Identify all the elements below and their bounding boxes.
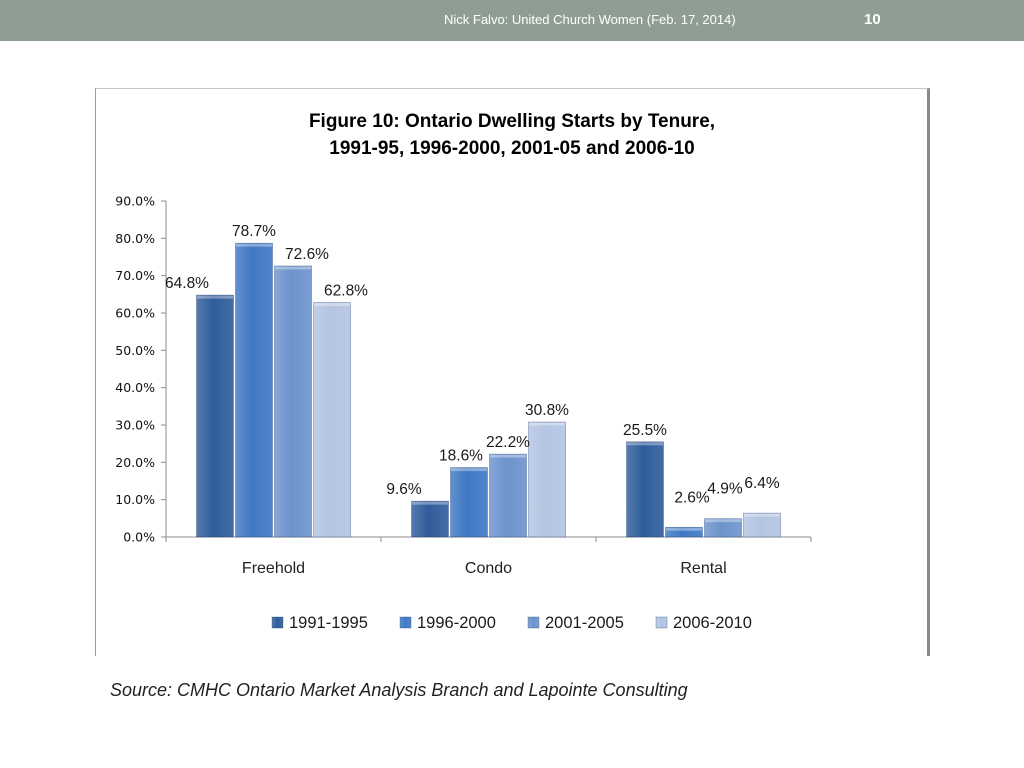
chart-title-line: Figure 10: Ontario Dwelling Starts by Te… — [309, 111, 715, 132]
data-label: 78.7% — [232, 223, 276, 240]
bar-highlight — [275, 266, 311, 270]
data-label: 64.8% — [165, 275, 209, 292]
bar-chart: Figure 10: Ontario Dwelling Starts by Te… — [115, 111, 812, 632]
bar-highlight — [529, 422, 565, 426]
bar-highlight — [627, 442, 663, 446]
legend-swatch — [527, 616, 540, 629]
y-tick-label: 30.0% — [115, 418, 155, 433]
data-label: 2.6% — [674, 489, 710, 506]
bar-highlight — [197, 295, 233, 299]
bar-highlight — [412, 501, 448, 505]
data-label: 6.4% — [744, 475, 780, 492]
source-note: Source: CMHC Ontario Market Analysis Bra… — [110, 680, 688, 700]
bar-highlight — [666, 527, 702, 531]
bar-highlight — [705, 519, 741, 523]
y-tick-label: 20.0% — [115, 455, 155, 470]
bar-highlight — [490, 454, 526, 458]
slide-number: 10 — [864, 11, 881, 28]
legend-label: 1991-1995 — [289, 614, 368, 632]
legend-swatch — [399, 616, 412, 629]
bar-2001-2005-Condo — [489, 453, 527, 538]
chart-title: Figure 10: Ontario Dwelling Starts by Te… — [309, 111, 715, 159]
bar-highlight — [744, 513, 780, 517]
y-tick-label: 90.0% — [115, 194, 155, 209]
data-label: 9.6% — [386, 481, 422, 498]
bar-2001-2005-Freehold — [274, 265, 312, 538]
data-label: 25.5% — [623, 422, 667, 439]
bar-2001-2005-Rental — [704, 518, 742, 538]
legend-label: 2006-2010 — [673, 614, 752, 632]
data-label: 18.6% — [439, 448, 483, 465]
bar-1996-2000-Freehold — [235, 242, 273, 538]
legend: 1991-1995 1996-2000 2001-2005 2006-2010 — [271, 614, 752, 632]
bar-highlight — [451, 468, 487, 472]
y-tick-label: 10.0% — [115, 492, 155, 507]
header-text: Nick Falvo: United Church Women (Feb. 17… — [444, 12, 736, 27]
y-axis: 0.0% 10.0% 20.0% 30.0% 40.0% 50.0% 60.0% 70.0% 8… — [115, 194, 812, 545]
chart-title-line: 1991-95, 1996-2000, 2001-05 and 2006-10 — [329, 138, 695, 159]
category-label: Condo — [465, 560, 512, 577]
legend-swatch — [271, 616, 284, 629]
bar-2006-2010-Rental — [743, 512, 781, 538]
data-label: 72.6% — [285, 246, 329, 263]
legend-swatch — [655, 616, 668, 629]
data-labels: 64.8% 78.7% 72.6% 62.8% 9.6% 18.6%22.2% 30.8% 2… — [165, 223, 780, 506]
legend-label: 2001-2005 — [545, 614, 624, 632]
bar-1991-1995-Rental — [626, 441, 664, 538]
bar-1996-2000-Condo — [450, 467, 488, 538]
bars — [196, 242, 781, 538]
bar-highlight — [236, 243, 272, 247]
category-axis: Freehold Condo Rental — [242, 560, 727, 577]
bar-2006-2010-Freehold — [313, 302, 351, 538]
data-label: 22.2% — [486, 434, 530, 451]
y-tick-label: 0.0% — [123, 530, 155, 545]
category-label: Freehold — [242, 560, 305, 577]
bar-2006-2010-Condo — [528, 421, 566, 538]
bar-1991-1995-Freehold — [196, 294, 234, 538]
header-bar: Nick Falvo: United Church Women (Feb. 17… — [0, 0, 1024, 41]
bar-1991-1995-Condo — [411, 500, 449, 538]
data-label: 30.8% — [525, 402, 569, 419]
y-tick-label: 80.0% — [115, 231, 155, 246]
chart-frame: Figure 10: Ontario Dwelling Starts by Te… — [95, 88, 930, 656]
legend-label: 1996-2000 — [417, 614, 496, 632]
y-tick-label: 40.0% — [115, 380, 155, 395]
bar-1996-2000-Rental — [665, 526, 703, 538]
category-label: Rental — [680, 560, 726, 577]
bar-highlight — [314, 303, 350, 307]
y-tick-label: 70.0% — [115, 268, 155, 283]
y-tick-label: 50.0% — [115, 343, 155, 358]
data-label: 62.8% — [324, 283, 368, 300]
y-tick-label: 60.0% — [115, 306, 155, 321]
data-label: 4.9% — [707, 481, 743, 498]
